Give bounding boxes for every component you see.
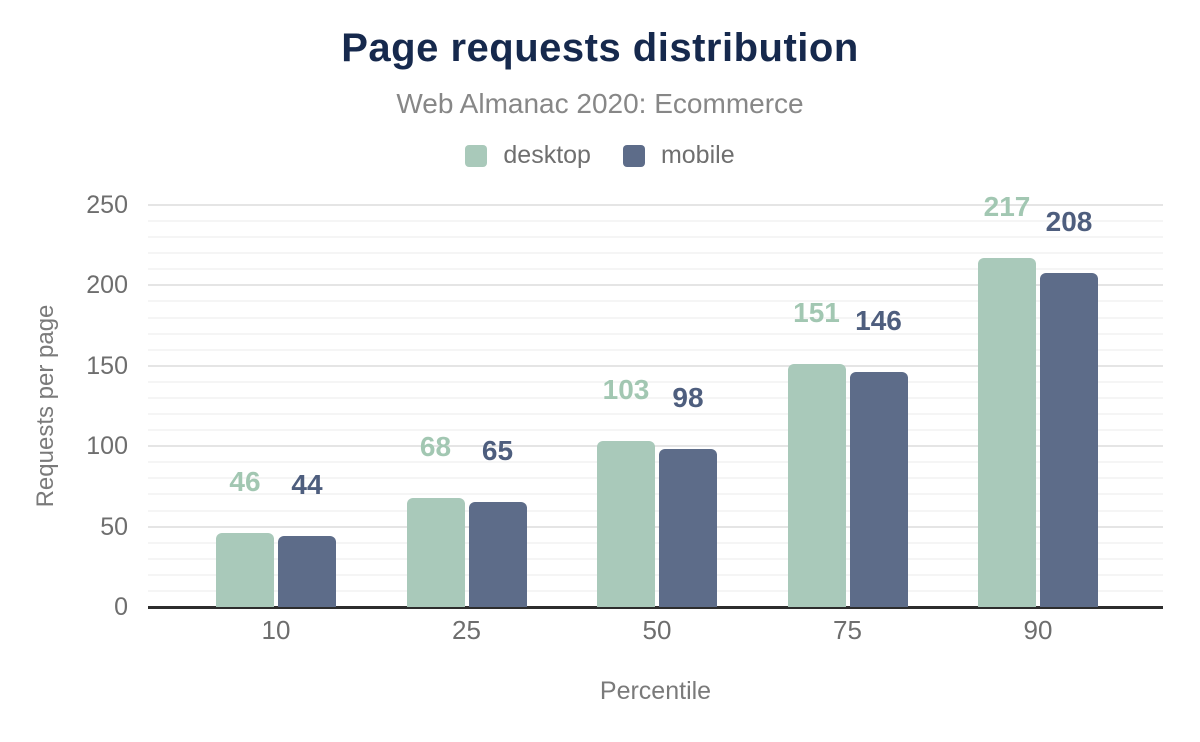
bar-mobile-p75[interactable]	[849, 372, 908, 607]
minor-gridline-120	[148, 413, 1163, 416]
y-tick-label-50: 50	[100, 512, 128, 541]
value-label-desktop-p50: 103	[602, 374, 650, 406]
y-tick-label-200: 200	[86, 271, 128, 300]
value-label-mobile-p90: 208	[1045, 205, 1093, 237]
x-tick-label-10: 10	[261, 615, 291, 645]
x-tick-label-90: 90	[1023, 615, 1053, 645]
x-tick-label-75: 75	[833, 615, 862, 645]
x-axis-title: Percentile	[599, 677, 712, 705]
x-tick-label-25: 25	[452, 615, 481, 645]
chart-subtitle: Web Almanac 2020: Ecommerce	[396, 88, 804, 119]
minor-gridline-210	[148, 268, 1163, 271]
minor-gridline-60	[148, 509, 1163, 512]
legend-item-desktop[interactable]: desktop	[465, 141, 591, 170]
value-label-desktop-p90: 217	[983, 191, 1031, 223]
plot-area: 46 44 68 65 103 98 151 146 217 208	[148, 192, 1163, 609]
minor-gridline-190	[148, 300, 1163, 303]
minor-gridline-20	[148, 573, 1163, 576]
y-axis-ticks: 0 50 100 150 200 250	[0, 192, 138, 620]
bar-mobile-p10[interactable]	[278, 536, 336, 607]
major-gridline-100	[148, 445, 1163, 448]
minor-gridline-220	[148, 252, 1163, 255]
legend-label-mobile: mobile	[660, 141, 735, 169]
bar-desktop-p75[interactable]	[787, 364, 846, 607]
bar-mobile-p50[interactable]	[659, 449, 717, 607]
value-label-mobile-p25: 65	[481, 435, 514, 467]
minor-gridline-230	[148, 236, 1163, 239]
minor-gridline-70	[148, 493, 1163, 496]
desktop-swatch	[465, 144, 488, 167]
minor-gridline-110	[148, 429, 1163, 432]
y-tick-label-150: 150	[86, 351, 128, 380]
minor-gridline-170	[148, 332, 1163, 335]
y-tick-label-0: 0	[114, 593, 128, 621]
minor-gridline-130	[148, 396, 1163, 399]
legend: desktop mobile	[0, 141, 1200, 170]
legend-label-desktop: desktop	[503, 141, 591, 169]
minor-gridline-30	[148, 557, 1163, 560]
value-label-mobile-p10: 44	[291, 469, 323, 501]
y-tick-label-100: 100	[86, 432, 128, 461]
y-tick-label-250: 250	[86, 191, 128, 219]
chart-title: Page requests distribution	[341, 26, 859, 70]
value-label-desktop-p75: 151	[793, 297, 840, 329]
minor-gridline-80	[148, 477, 1163, 480]
major-gridline-50	[148, 525, 1163, 528]
mobile-swatch	[622, 144, 645, 167]
value-label-mobile-p50: 98	[672, 382, 704, 414]
minor-gridline-40	[148, 541, 1163, 544]
minor-gridline-160	[148, 348, 1163, 351]
minor-gridline-240	[148, 220, 1163, 223]
major-gridline-200	[148, 284, 1163, 287]
minor-gridline-10	[148, 589, 1163, 592]
minor-gridline-140	[148, 380, 1163, 383]
x-axis-line	[148, 606, 1163, 609]
bar-mobile-p25[interactable]	[468, 502, 527, 607]
major-gridline-250	[148, 204, 1163, 206]
legend-item-mobile[interactable]: mobile	[622, 141, 735, 170]
x-tick-label-50: 50	[642, 615, 672, 645]
bar-desktop-p25[interactable]	[406, 497, 465, 607]
value-label-desktop-p25: 68	[419, 430, 452, 462]
major-gridline-150	[148, 364, 1163, 367]
value-label-mobile-p75: 146	[855, 305, 902, 337]
minor-gridline-90	[148, 461, 1163, 464]
bar-mobile-p90[interactable]	[1040, 272, 1098, 607]
bar-desktop-p10[interactable]	[216, 533, 274, 607]
bar-desktop-p90[interactable]	[978, 258, 1036, 607]
minor-gridline-180	[148, 316, 1163, 319]
value-label-desktop-p10: 46	[229, 466, 261, 498]
bar-desktop-p50[interactable]	[597, 441, 655, 607]
